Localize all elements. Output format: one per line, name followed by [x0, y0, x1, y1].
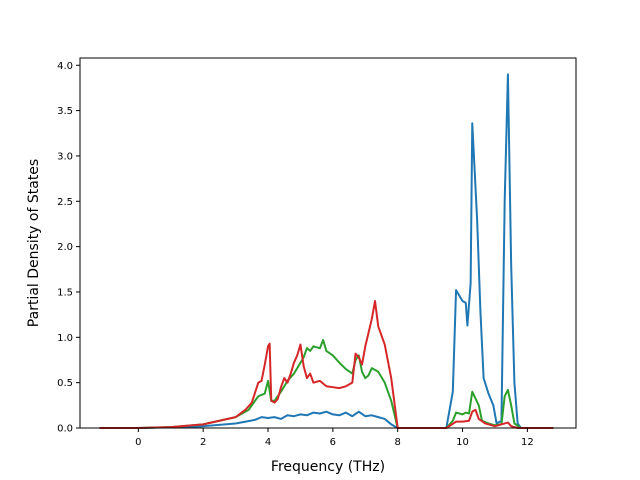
y-tick-label: 3.0 [57, 151, 73, 162]
y-tick-label: 2.0 [57, 242, 73, 253]
y-tick-label: 1.5 [57, 287, 73, 298]
x-tick-label: 4 [265, 437, 271, 448]
x-axis-title: Frequency (THz) [271, 459, 385, 475]
x-tick-label: 8 [395, 437, 401, 448]
series-layer [99, 73, 554, 429]
x-tick-label: 6 [330, 437, 336, 448]
plot-area [80, 58, 576, 428]
series-line-1 [99, 73, 554, 429]
x-tick-label: 10 [456, 437, 469, 448]
x-tick-label: 0 [135, 437, 141, 448]
y-ticks: 0.0 0.5 1.0 1.5 2.0 2.5 3.0 3.5 4.0 [57, 61, 80, 435]
series-line-3 [99, 300, 554, 429]
y-tick-label: 0.5 [57, 378, 73, 389]
x-tick-label: 2 [200, 437, 206, 448]
y-tick-label: 4.0 [57, 61, 73, 72]
y-tick-label: 0.0 [57, 424, 73, 435]
x-ticks: 0 2 4 6 8 10 12 [135, 428, 534, 448]
axes-layer [79, 57, 577, 429]
y-axis-title: Partial Density of States [26, 159, 42, 327]
x-tick-label: 12 [521, 437, 534, 448]
plot-frame [79, 57, 577, 429]
y-tick-label: 3.5 [57, 106, 73, 117]
y-tick-label: 2.5 [57, 197, 73, 208]
y-tick-label: 1.0 [57, 333, 73, 344]
